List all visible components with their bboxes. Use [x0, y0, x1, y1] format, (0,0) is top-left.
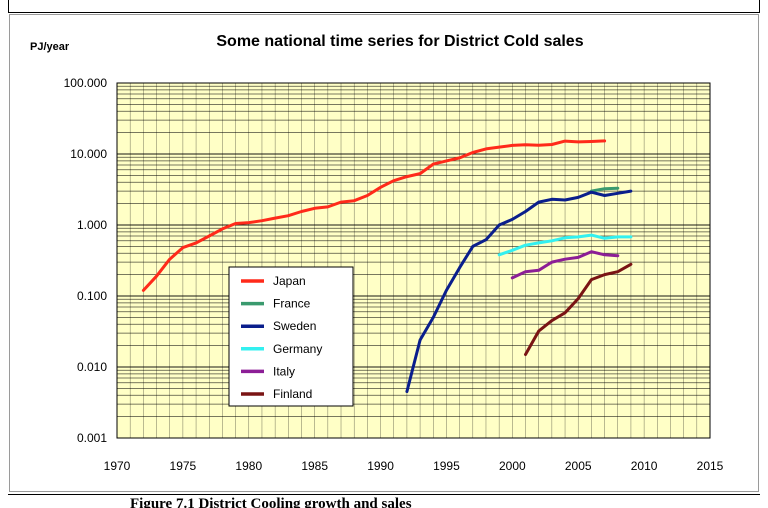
y-tick-label: 1.000 — [77, 218, 107, 232]
page-bottom-rule — [8, 494, 760, 495]
y-axis-unit: PJ/year — [30, 41, 70, 53]
y-tick-label: 0.001 — [77, 431, 107, 445]
x-tick-label: 1970 — [104, 459, 131, 473]
series-line-finland — [524, 262, 633, 356]
series-line-germany — [497, 233, 633, 257]
legend-label-france: France — [273, 297, 311, 311]
chart-frame — [9, 14, 759, 492]
y-tick-label: 0.010 — [77, 360, 107, 374]
series-line-sweden — [405, 189, 633, 394]
legend-box — [228, 266, 354, 407]
legend-label-sweden: Sweden — [273, 319, 316, 333]
x-tick-label: 2000 — [499, 459, 526, 473]
x-tick-label: 2005 — [565, 459, 592, 473]
chart-title: Some national time series for District C… — [216, 33, 583, 50]
x-tick-label: 1980 — [235, 459, 262, 473]
figure-caption: Figure 7.1 District Cooling growth and s… — [130, 496, 412, 508]
series-line-japan — [141, 139, 607, 292]
y-tick-label: 0.100 — [77, 289, 107, 303]
x-tick-label: 1975 — [170, 459, 197, 473]
legend: Japan France Sweden Germany Italy Finland — [228, 266, 354, 407]
x-tick-label: 1985 — [301, 459, 328, 473]
series-line-italy — [510, 250, 620, 280]
legend-label-italy: Italy — [273, 364, 295, 378]
y-tick-label: 100.000 — [64, 76, 108, 90]
page-top-rule — [8, 0, 760, 13]
x-tick-label: 2015 — [697, 459, 724, 473]
x-tick-label: 1995 — [433, 459, 460, 473]
series-line-france — [589, 186, 620, 193]
legend-label-finland: Finland — [273, 387, 312, 401]
tick-labels: 1970 1975 1980 1985 1990 1995 2000 2005 2010 2015… — [64, 76, 724, 473]
legend-label-germany: Germany — [273, 342, 322, 356]
y-tick-label: 10.000 — [70, 147, 107, 161]
legend-label-japan: Japan — [273, 274, 306, 288]
plot-area — [117, 83, 710, 438]
plot-border — [116, 82, 711, 439]
x-tick-label: 1990 — [367, 459, 394, 473]
series-lines — [141, 139, 633, 394]
x-tick-label: 2010 — [631, 459, 658, 473]
